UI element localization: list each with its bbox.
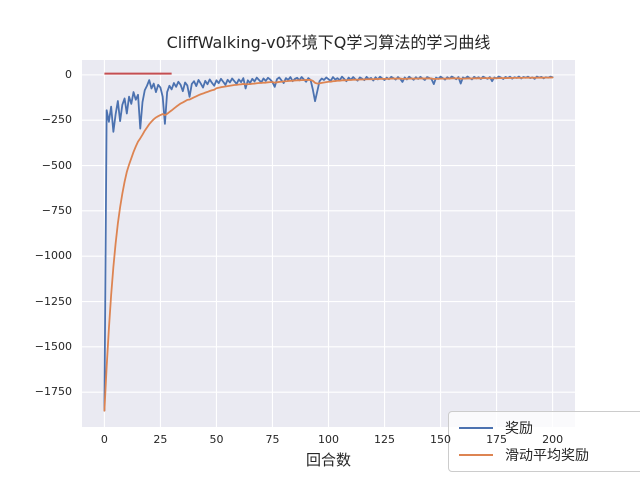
y-tick-label: −1750 xyxy=(34,385,72,399)
y-tick-label: −250 xyxy=(41,113,72,127)
x-axis-label: 回合数 xyxy=(305,451,351,469)
x-tick-label: 25 xyxy=(153,433,168,446)
legend-entry-reward: 奖励 xyxy=(459,418,636,438)
y-tick-label: −1250 xyxy=(34,294,72,308)
y-tick-label: 0 xyxy=(65,67,72,81)
chart-title: CliffWalking-v0环境下Q学习算法的学习曲线 xyxy=(166,33,491,52)
x-tick-label: 50 xyxy=(209,433,224,446)
plot-canvas xyxy=(82,60,575,427)
x-tick-label: 200 xyxy=(542,433,564,446)
x-tick-label: 0 xyxy=(100,433,108,446)
x-tick-label: 150 xyxy=(430,433,452,446)
plot-area: 奖励 滑动平均奖励 xyxy=(82,60,640,472)
y-tick-label: −1500 xyxy=(34,339,72,353)
y-tick-label: −1000 xyxy=(34,249,72,263)
legend-box: 奖励 滑动平均奖励 xyxy=(448,411,640,472)
reward-line-sample xyxy=(459,427,493,429)
x-tick-label: 100 xyxy=(318,433,339,446)
y-tick-label: −500 xyxy=(41,158,72,172)
y-tick-label: −750 xyxy=(41,203,72,217)
x-tick-label: 75 xyxy=(265,433,280,446)
legend-label-reward: 奖励 xyxy=(505,421,533,437)
x-tick-label: 125 xyxy=(374,433,396,446)
legend-label-moving-average: 滑动平均奖励 xyxy=(505,448,589,464)
legend-entry-moving-average: 滑动平均奖励 xyxy=(459,445,636,465)
x-tick-label: 175 xyxy=(486,433,508,446)
moving-average-line-sample xyxy=(459,454,493,456)
moving-average-line xyxy=(103,76,554,412)
